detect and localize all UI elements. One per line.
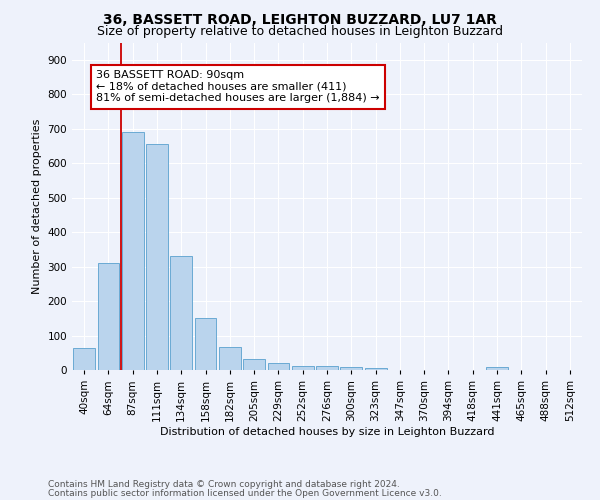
Bar xyxy=(268,363,289,370)
Bar xyxy=(219,347,241,370)
Text: 36, BASSETT ROAD, LEIGHTON BUZZARD, LU7 1AR: 36, BASSETT ROAD, LEIGHTON BUZZARD, LU7 … xyxy=(103,12,497,26)
Text: Contains HM Land Registry data © Crown copyright and database right 2024.: Contains HM Land Registry data © Crown c… xyxy=(48,480,400,489)
Bar xyxy=(365,368,386,370)
Y-axis label: Number of detached properties: Number of detached properties xyxy=(32,118,42,294)
Bar xyxy=(243,359,265,370)
Bar xyxy=(73,348,95,370)
Bar xyxy=(97,263,119,370)
Bar xyxy=(486,366,508,370)
Bar xyxy=(170,256,192,370)
Bar xyxy=(194,318,217,370)
X-axis label: Distribution of detached houses by size in Leighton Buzzard: Distribution of detached houses by size … xyxy=(160,426,494,436)
Text: Contains public sector information licensed under the Open Government Licence v3: Contains public sector information licen… xyxy=(48,488,442,498)
Bar xyxy=(146,144,168,370)
Bar xyxy=(122,132,143,370)
Bar xyxy=(316,366,338,370)
Text: Size of property relative to detached houses in Leighton Buzzard: Size of property relative to detached ho… xyxy=(97,25,503,38)
Bar xyxy=(292,366,314,370)
Bar xyxy=(340,367,362,370)
Text: 36 BASSETT ROAD: 90sqm
← 18% of detached houses are smaller (411)
81% of semi-de: 36 BASSETT ROAD: 90sqm ← 18% of detached… xyxy=(96,70,380,103)
